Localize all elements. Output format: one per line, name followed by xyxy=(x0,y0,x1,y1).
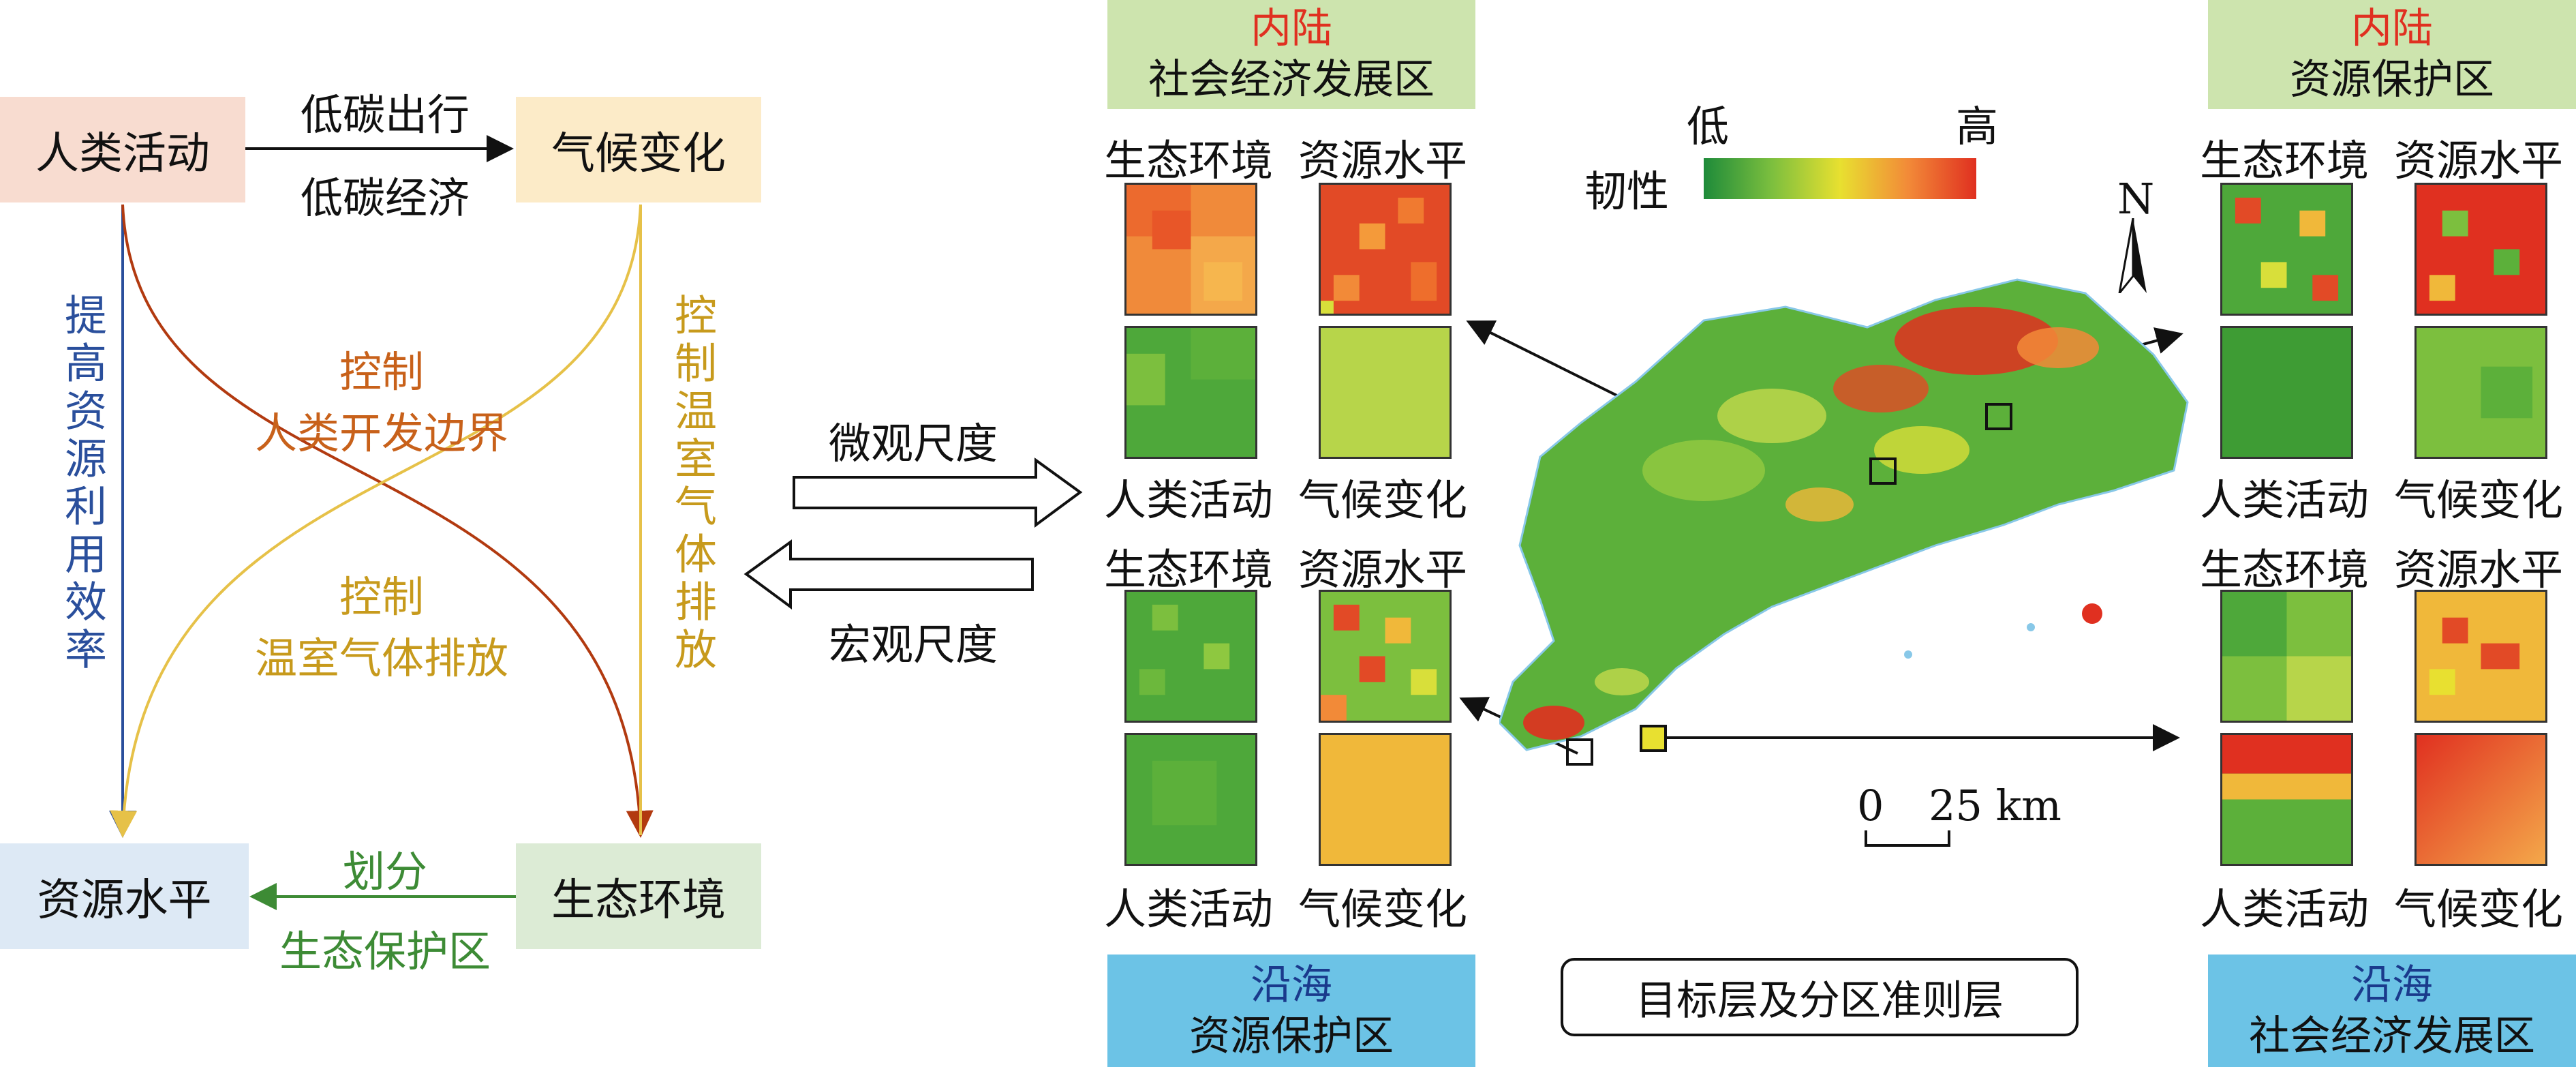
node-eco-environment: 生态环境 xyxy=(516,843,761,949)
tile-label-climate-3: 气候变化 xyxy=(2394,475,2564,525)
label-divide: 划分 xyxy=(342,847,427,897)
tile-inland-resource-human xyxy=(2220,326,2353,459)
tile-coastal-resource-eco xyxy=(1124,590,1257,723)
label-development-boundary: 人类开发边界 xyxy=(254,408,508,458)
legend-high-label: 高 xyxy=(1956,102,1999,151)
criteria-layer-box: 目标层及分区准则层 xyxy=(1561,958,2079,1036)
tile-coastal-resource-climate xyxy=(1319,733,1452,866)
node-resource-level: 资源水平 xyxy=(0,843,249,949)
tile-inland-social-climate xyxy=(1319,326,1452,459)
tile-label-eco-2: 生态环境 xyxy=(1104,545,1274,595)
tile-label-eco-1: 生态环境 xyxy=(1104,136,1274,185)
header-coastal-resource-line1: 沿海 xyxy=(1251,961,1332,1009)
highlight-coastal-resource xyxy=(1566,738,1593,766)
tile-inland-resource-climate xyxy=(2414,326,2547,459)
header-coastal-social-line2: 社会经济发展区 xyxy=(2249,1012,2535,1060)
scale-bar xyxy=(1865,830,1950,847)
tile-label-resource-2: 资源水平 xyxy=(1298,545,1468,595)
tile-coastal-social-eco xyxy=(2220,590,2353,723)
tile-inland-resource-eco xyxy=(2220,183,2353,316)
tile-label-climate-4: 气候变化 xyxy=(2394,884,2564,934)
tile-label-climate-2: 气候变化 xyxy=(1298,884,1468,934)
tile-label-human-1: 人类活动 xyxy=(1104,475,1274,525)
node-human-activity: 人类活动 xyxy=(0,97,245,202)
highlight-inland-resource xyxy=(1985,403,2012,430)
label-control-greenhouse-vertical: 控制温室气体排放 xyxy=(667,293,717,675)
tile-label-climate-1: 气候变化 xyxy=(1298,475,1468,525)
micro-scale-arrow xyxy=(793,457,1083,528)
north-arrow-icon xyxy=(2118,218,2147,293)
tile-inland-social-human xyxy=(1124,326,1257,459)
curve-emission-control xyxy=(110,204,642,838)
tile-inland-social-eco xyxy=(1124,183,1257,316)
highlight-inland-social xyxy=(1869,457,1897,485)
curve-development-boundary xyxy=(121,204,654,838)
header-coastal-resource: 沿海 资源保护区 xyxy=(1107,955,1475,1067)
tile-inland-resource-resource xyxy=(2414,183,2547,316)
label-macro-scale: 宏观尺度 xyxy=(828,620,998,670)
tile-label-human-2: 人类活动 xyxy=(1104,884,1274,934)
tile-label-human-3: 人类活动 xyxy=(2200,475,2370,525)
tile-coastal-resource-human xyxy=(1124,733,1257,866)
tile-coastal-social-human xyxy=(2220,733,2353,866)
tile-label-resource-1: 资源水平 xyxy=(1298,136,1468,185)
label-low-carbon-economy: 低碳经济 xyxy=(300,173,470,223)
label-low-carbon-travel: 低碳出行 xyxy=(300,90,470,140)
label-control-1: 控制 xyxy=(339,347,424,397)
tile-label-resource-4: 资源水平 xyxy=(2394,545,2564,595)
tile-label-resource-3: 资源水平 xyxy=(2394,136,2564,185)
tile-inland-social-resource xyxy=(1319,183,1452,316)
tile-label-eco-4: 生态环境 xyxy=(2200,545,2370,595)
legend-low-label: 低 xyxy=(1687,102,1730,151)
header-inland-resource: 内陆 资源保护区 xyxy=(2208,0,2576,109)
legend-gradient-bar xyxy=(1704,158,1976,199)
tile-coastal-social-resource xyxy=(2414,590,2547,723)
tile-coastal-social-climate xyxy=(2414,733,2547,866)
legend-title: 韧性 xyxy=(1584,166,1670,216)
highlight-coastal-social xyxy=(1640,725,1667,752)
tile-label-eco-3: 生态环境 xyxy=(2200,136,2370,185)
label-micro-scale: 微观尺度 xyxy=(828,419,998,468)
header-inland-social-line1: 内陆 xyxy=(1251,5,1332,52)
header-inland-social: 内陆 社会经济发展区 xyxy=(1107,0,1475,109)
label-improve-resource-efficiency: 提高资源利用效率 xyxy=(57,293,107,675)
header-inland-resource-line1: 内陆 xyxy=(2351,5,2433,52)
label-greenhouse-emission: 温室气体排放 xyxy=(254,633,508,683)
north-label: N xyxy=(2117,174,2155,224)
label-control-2: 控制 xyxy=(339,572,424,622)
scale-25km-label: 25 km xyxy=(1929,781,2061,830)
scale-zero-label: 0 xyxy=(1857,781,1884,830)
header-inland-resource-line2: 资源保护区 xyxy=(2290,56,2494,104)
tile-label-human-4: 人类活动 xyxy=(2200,884,2370,934)
header-inland-social-line2: 社会经济发展区 xyxy=(1148,56,1435,104)
node-climate-change: 气候变化 xyxy=(516,97,761,202)
label-eco-protection-zone: 生态保护区 xyxy=(279,927,491,976)
macro-scale-arrow xyxy=(743,539,1034,610)
header-coastal-resource-line2: 资源保护区 xyxy=(1189,1012,1394,1060)
header-coastal-social: 沿海 社会经济发展区 xyxy=(2208,955,2576,1067)
header-coastal-social-line1: 沿海 xyxy=(2351,961,2433,1009)
tile-coastal-resource-resource xyxy=(1319,590,1452,723)
resilience-map xyxy=(1499,278,2189,766)
